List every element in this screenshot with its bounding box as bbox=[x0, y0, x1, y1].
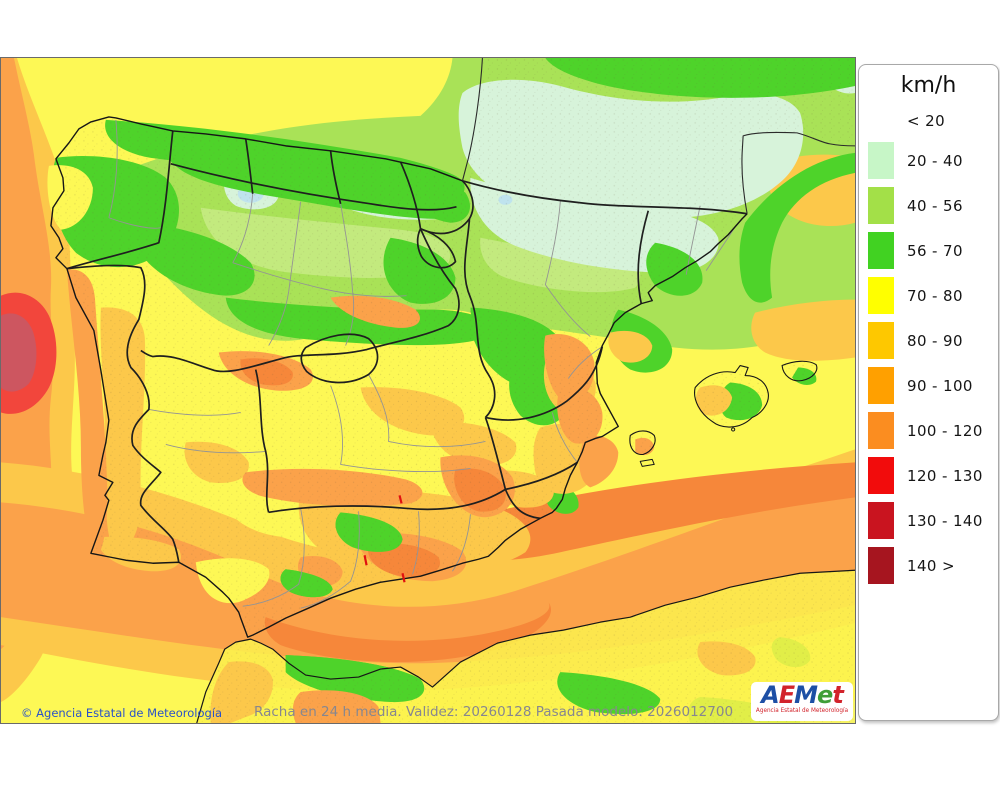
aemet-logo-letter: M bbox=[794, 681, 818, 709]
ibiza-coastline bbox=[629, 430, 656, 455]
legend-color-swatch bbox=[868, 457, 894, 494]
iberia-coastline bbox=[50, 116, 748, 638]
legend-item: 140 > bbox=[859, 543, 998, 588]
legend-range-label: 90 - 100 bbox=[907, 376, 973, 395]
legend-color-swatch bbox=[868, 322, 894, 359]
aemet-logo-letter: e bbox=[817, 681, 833, 709]
legend-range-label: 100 - 120 bbox=[907, 421, 983, 440]
map-area: © Agencia Estatal de Meteorología Racha … bbox=[0, 57, 856, 724]
legend-color-swatch bbox=[868, 142, 894, 179]
legend-scale: < 20 20 - 40 40 - 56 56 - 70 70 - 80 80 - 90 9… bbox=[859, 104, 998, 588]
region-borders bbox=[66, 130, 748, 563]
peak-gust-marks bbox=[363, 495, 406, 583]
legend-item: 90 - 100 bbox=[859, 363, 998, 408]
legend-color-swatch bbox=[868, 232, 894, 269]
legend-item: 100 - 120 bbox=[859, 408, 998, 453]
legend-range-label: 20 - 40 bbox=[907, 151, 963, 170]
legend-item: 120 - 130 bbox=[859, 453, 998, 498]
legend-item: 40 - 56 bbox=[859, 183, 998, 228]
legend-color-swatch bbox=[868, 277, 894, 314]
aemet-logo-letter: t bbox=[832, 681, 844, 709]
formentera-coastline bbox=[639, 458, 655, 467]
legend-item: < 20 bbox=[859, 104, 998, 138]
model-info-text: Racha en 24 h media. Validez: 20260128 P… bbox=[254, 704, 734, 720]
aemet-logo-subtitle: Agencia Estatal de Meteorología bbox=[755, 707, 849, 714]
legend-range-label: 70 - 80 bbox=[907, 286, 963, 305]
france-atlantic-coastline bbox=[461, 58, 483, 181]
legend-range-label: 80 - 90 bbox=[907, 331, 963, 350]
atlantic-dark-red-core bbox=[1, 313, 37, 392]
aemet-logo-letter: A bbox=[761, 681, 780, 709]
legend-range-label: 140 > bbox=[907, 556, 955, 575]
legend-panel: km/h < 20 20 - 40 40 - 56 56 - 70 70 - 80 80 … bbox=[858, 64, 999, 721]
cabrera-islet bbox=[731, 427, 736, 432]
legend-item: 80 - 90 bbox=[859, 318, 998, 363]
legend-color-swatch bbox=[868, 187, 894, 224]
legend-color-swatch bbox=[868, 502, 894, 539]
mallorca-coastline bbox=[694, 364, 769, 428]
legend-range-label: 130 - 140 bbox=[907, 511, 983, 530]
legend-item: 56 - 70 bbox=[859, 228, 998, 273]
legend-color-swatch bbox=[868, 412, 894, 449]
legend-range-label: 56 - 70 bbox=[907, 241, 963, 260]
legend-title: km/h bbox=[900, 73, 957, 98]
legend-item: 20 - 40 bbox=[859, 138, 998, 183]
france-mediterranean-coastline bbox=[741, 131, 855, 214]
legend-item: 70 - 80 bbox=[859, 273, 998, 318]
wind-gust-map bbox=[1, 58, 855, 723]
legend-range-label: < 20 bbox=[907, 112, 946, 130]
pyrenees-border bbox=[462, 179, 748, 215]
legend-color-swatch bbox=[868, 547, 894, 584]
legend-color-swatch bbox=[868, 367, 894, 404]
aemet-logo-word: AEMet bbox=[751, 683, 853, 707]
coastlines bbox=[50, 58, 855, 723]
africa-coastline bbox=[196, 569, 855, 723]
portugal-spain-border bbox=[66, 264, 180, 563]
copyright-text: © Agencia Estatal de Meteorología bbox=[21, 706, 223, 720]
legend-item: 130 - 140 bbox=[859, 498, 998, 543]
aemet-logo-letter: E bbox=[778, 681, 795, 709]
legend-range-label: 40 - 56 bbox=[907, 196, 963, 215]
menorca-coastline bbox=[781, 360, 818, 382]
province-borders bbox=[108, 119, 736, 609]
legend-range-label: 120 - 130 bbox=[907, 466, 983, 485]
aemet-logo: AEMet Agencia Estatal de Meteorología bbox=[751, 682, 853, 721]
